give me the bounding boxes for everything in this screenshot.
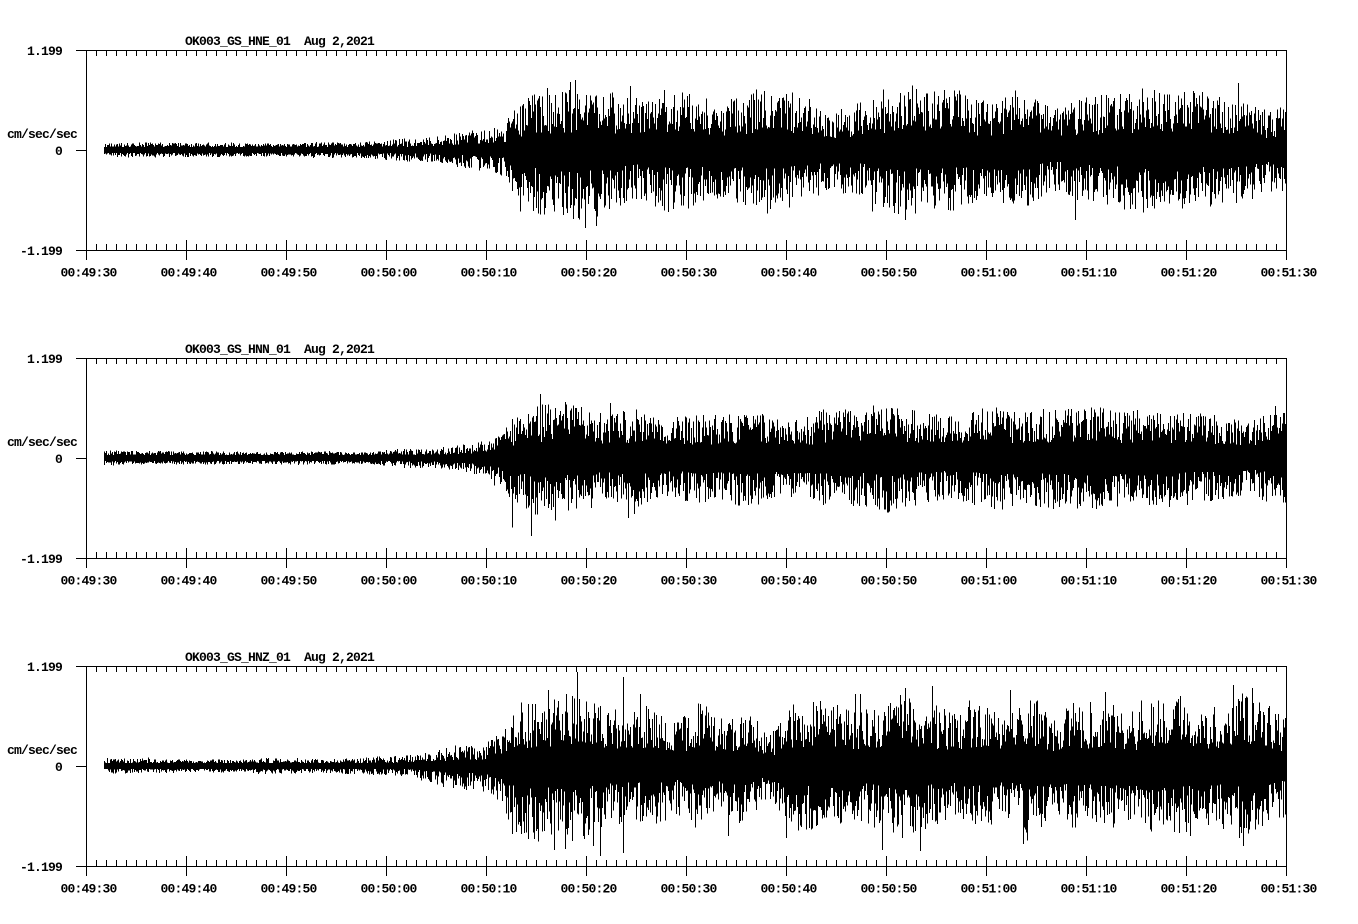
svg-text:00:51:00: 00:51:00: [960, 266, 1017, 281]
svg-text:00:51:00: 00:51:00: [960, 882, 1017, 897]
svg-text:0: 0: [55, 452, 63, 467]
svg-text:00:49:40: 00:49:40: [160, 266, 217, 281]
svg-text:00:50:40: 00:50:40: [760, 266, 817, 281]
svg-text:1.199: 1.199: [27, 660, 63, 675]
svg-text:OK003_GS_HNE_01 Aug 2,2021: OK003_GS_HNE_01 Aug 2,2021: [185, 34, 375, 49]
svg-text:OK003_GS_HNZ_01 Aug 2,2021: OK003_GS_HNZ_01 Aug 2,2021: [185, 650, 375, 665]
svg-text:OK003_GS_HNN_01 Aug 2,2021: OK003_GS_HNN_01 Aug 2,2021: [185, 342, 375, 357]
svg-text:00:50:40: 00:50:40: [760, 574, 817, 589]
svg-text:00:49:30: 00:49:30: [60, 266, 117, 281]
svg-text:-1.199: -1.199: [20, 860, 63, 875]
svg-text:00:50:00: 00:50:00: [360, 882, 417, 897]
svg-text:00:50:20: 00:50:20: [560, 574, 617, 589]
svg-text:00:51:10: 00:51:10: [1060, 574, 1117, 589]
svg-text:00:49:30: 00:49:30: [60, 882, 117, 897]
svg-text:00:51:30: 00:51:30: [1260, 266, 1317, 281]
svg-text:00:51:00: 00:51:00: [960, 574, 1017, 589]
svg-text:cm/sec/sec: cm/sec/sec: [7, 435, 78, 450]
svg-text:0: 0: [55, 144, 63, 159]
svg-text:-1.199: -1.199: [20, 244, 63, 259]
svg-text:00:50:50: 00:50:50: [860, 882, 917, 897]
svg-text:00:49:50: 00:49:50: [260, 882, 317, 897]
svg-text:00:49:40: 00:49:40: [160, 574, 217, 589]
svg-text:00:49:30: 00:49:30: [60, 574, 117, 589]
svg-text:1.199: 1.199: [27, 352, 63, 367]
svg-text:00:51:10: 00:51:10: [1060, 882, 1117, 897]
svg-text:00:51:10: 00:51:10: [1060, 266, 1117, 281]
svg-text:00:49:40: 00:49:40: [160, 882, 217, 897]
svg-text:00:50:20: 00:50:20: [560, 882, 617, 897]
svg-text:00:50:10: 00:50:10: [460, 266, 517, 281]
svg-text:00:51:20: 00:51:20: [1160, 266, 1217, 281]
svg-text:00:51:20: 00:51:20: [1160, 574, 1217, 589]
svg-text:0: 0: [55, 760, 63, 775]
svg-text:cm/sec/sec: cm/sec/sec: [7, 743, 78, 758]
svg-text:00:50:50: 00:50:50: [860, 266, 917, 281]
svg-text:00:50:30: 00:50:30: [660, 266, 717, 281]
svg-text:00:50:50: 00:50:50: [860, 574, 917, 589]
svg-text:00:50:20: 00:50:20: [560, 266, 617, 281]
svg-text:00:50:00: 00:50:00: [360, 266, 417, 281]
svg-text:1.199: 1.199: [27, 44, 63, 59]
svg-text:00:50:00: 00:50:00: [360, 574, 417, 589]
svg-text:00:49:50: 00:49:50: [260, 574, 317, 589]
svg-text:-1.199: -1.199: [20, 552, 63, 567]
svg-text:00:51:30: 00:51:30: [1260, 574, 1317, 589]
svg-text:00:49:50: 00:49:50: [260, 266, 317, 281]
svg-text:00:50:40: 00:50:40: [760, 882, 817, 897]
svg-text:00:50:30: 00:50:30: [660, 882, 717, 897]
svg-text:00:51:30: 00:51:30: [1260, 882, 1317, 897]
svg-text:00:50:30: 00:50:30: [660, 574, 717, 589]
svg-text:00:51:20: 00:51:20: [1160, 882, 1217, 897]
svg-text:cm/sec/sec: cm/sec/sec: [7, 127, 78, 142]
svg-text:00:50:10: 00:50:10: [460, 574, 517, 589]
svg-text:00:50:10: 00:50:10: [460, 882, 517, 897]
